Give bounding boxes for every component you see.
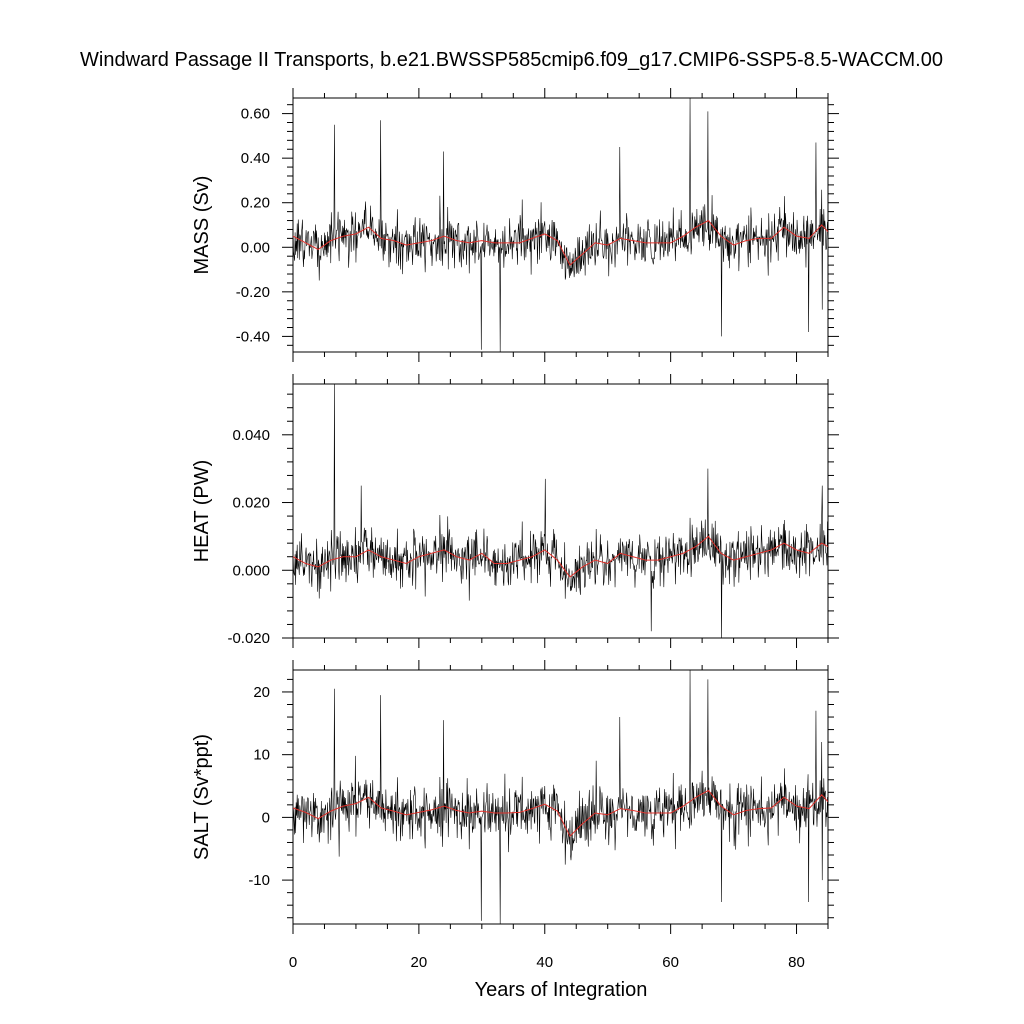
x-tick-label: 60 [662, 954, 679, 971]
heat-y-tick-label: 0.020 [232, 495, 270, 512]
salt-y-tick-label: 10 [253, 747, 270, 764]
heat-y-tick-label: 0.000 [232, 562, 270, 579]
panel-salt: -10 0 10 20 SALT (Sv*ppt) [191, 660, 839, 934]
heat-plot-frame [292, 383, 829, 639]
salt-y-axis-title: SALT (Sv*ppt) [191, 734, 213, 860]
salt-smoothed-series [293, 789, 828, 838]
panel-mass: -0.40 -0.20 0.00 0.20 0.40 0.60 MASS (Sv) [191, 88, 839, 362]
x-tick-label: 0 [289, 954, 297, 971]
mass-y-tick-label: 0.60 [241, 106, 270, 123]
heat-y-tick-label: 0.040 [232, 427, 270, 444]
heat-smoothed-series [293, 535, 828, 578]
x-axis-title: Years of Integration [475, 979, 648, 1001]
panels-group: -0.40 -0.20 0.00 0.20 0.40 0.60 MASS (Sv) -0.02… [191, 88, 839, 971]
salt-monthly-series [293, 670, 828, 924]
mass-y-tick-label: 0.00 [241, 239, 270, 256]
figure-title: Windward Passage II Transports, b.e21.BW… [80, 49, 943, 71]
mass-y-tick-label: -0.40 [236, 328, 270, 345]
x-tick-label: 40 [536, 954, 553, 971]
salt-y-tick-label: 0 [262, 809, 270, 826]
mass-y-axis-title: MASS (Sv) [191, 176, 213, 275]
mass-y-tick-label: -0.20 [236, 284, 270, 301]
mass-smoothed-series [293, 219, 828, 266]
mass-y-tick-label: 0.20 [241, 195, 270, 212]
mass-monthly-series [293, 98, 828, 352]
x-tick-label: 80 [788, 954, 805, 971]
salt-plot-frame [292, 669, 829, 925]
mass-plot-frame [292, 97, 829, 353]
salt-y-tick-label: -10 [248, 872, 270, 889]
mass-y-tick-label: 0.40 [241, 150, 270, 167]
panel-heat: -0.020 0.000 0.020 0.040 HEAT (PW) [191, 374, 839, 648]
x-tick-label: 20 [411, 954, 428, 971]
salt-y-tick-label: 20 [253, 684, 270, 701]
heat-monthly-series [293, 384, 828, 638]
heat-y-tick-label: -0.020 [227, 630, 270, 647]
heat-y-axis-title: HEAT (PW) [191, 460, 213, 563]
